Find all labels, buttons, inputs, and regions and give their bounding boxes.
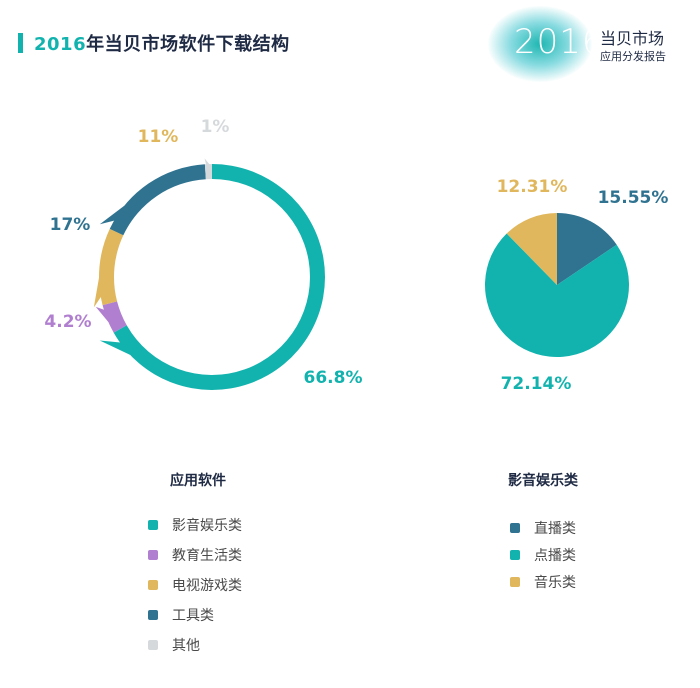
legend-label-av-entertainment: 影音娱乐类	[172, 518, 242, 534]
legend-label-music: 音乐类	[534, 575, 576, 591]
legend-swatch-tools	[148, 610, 158, 620]
legend-label-vod: 点播类	[534, 548, 576, 564]
legend-swatch-music	[510, 577, 520, 587]
brand-name: 当贝市场	[600, 29, 665, 48]
legend-title-app-software: 应用软件	[170, 473, 226, 489]
donut-label-tv-games: 11%	[138, 127, 179, 147]
legend-swatch-other	[148, 640, 158, 650]
legend-label-tv-games: 电视游戏类	[172, 578, 242, 594]
donut-label-education-life: 4.2%	[44, 312, 91, 332]
pie-slice-music	[506, 213, 557, 285]
legend-swatch-education-life	[148, 550, 158, 560]
legend-label-other: 其他	[172, 638, 200, 654]
donut-label-other: 1%	[201, 117, 230, 137]
legend-item-av-entertainment: 影音娱乐类	[148, 515, 242, 535]
legend-item-tv-games: 电视游戏类	[148, 575, 242, 595]
donut-slice-tools	[109, 164, 206, 236]
legend-swatch-av-entertainment	[148, 520, 158, 530]
legend-item-other: 其他	[148, 635, 200, 655]
legend-swatch-tv-games	[148, 580, 158, 590]
page-title-year: 2016	[34, 34, 87, 55]
legend-label-live: 直播类	[534, 521, 576, 537]
pie-label-live: 15.55%	[598, 188, 669, 208]
brand-logo-glow	[488, 6, 592, 82]
donut-label-av-entertainment: 66.8%	[304, 368, 363, 388]
donut-label-tools: 17%	[50, 215, 91, 235]
pie-label-vod: 72.14%	[501, 374, 572, 394]
donut-slice-pointer-other	[204, 158, 210, 180]
legend-title-av-entertainment: 影音娱乐类	[508, 473, 578, 489]
page-title-text: 年当贝市场软件下载结构	[86, 34, 290, 55]
pie-slice-live	[557, 213, 617, 285]
legend-swatch-live	[510, 523, 520, 533]
brand-subtitle: 应用分发报告	[600, 50, 666, 63]
legend-label-tools: 工具类	[172, 608, 214, 624]
legend-label-education-life: 教育生活类	[172, 548, 242, 564]
title-accent-bar	[18, 33, 23, 53]
legend-item-education-life: 教育生活类	[148, 545, 242, 565]
donut-slice-pointer-av-entertainment	[99, 340, 141, 355]
legend-item-vod: 点播类	[510, 545, 576, 565]
page-title: 2016年当贝市场软件下载结构	[34, 30, 290, 56]
pie-slice-vod	[485, 233, 629, 357]
pie-label-music: 12.31%	[497, 177, 568, 197]
legend-item-music: 音乐类	[510, 572, 576, 592]
donut-slice-pointer-tv-games	[93, 277, 115, 308]
legend-swatch-vod	[510, 550, 520, 560]
brand-year: 2016	[514, 22, 605, 62]
pie-chart-av-entertainment: 15.55% 72.14% 12.31%	[485, 177, 668, 394]
legend-item-tools: 工具类	[148, 605, 214, 625]
donut-chart-app-software: 66.8% 4.2% 11% 17% 1%	[44, 117, 363, 391]
legend-item-live: 直播类	[510, 518, 576, 538]
donut-slice-pointer-tools	[99, 205, 137, 225]
donut-slice-pointer-education-life	[95, 306, 123, 323]
